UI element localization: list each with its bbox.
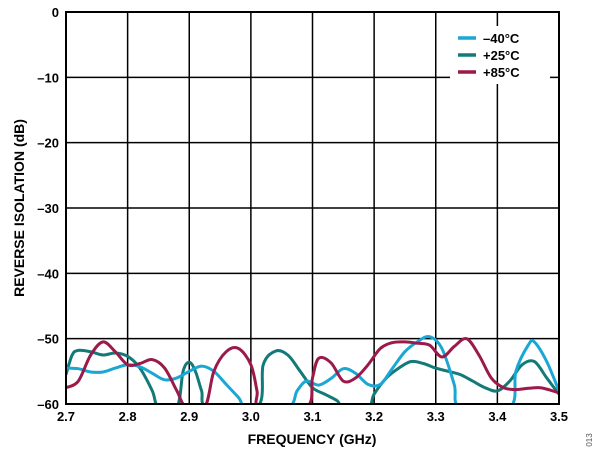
y-tick-label: –20 — [37, 136, 59, 151]
y-axis-title: REVERSE ISOLATION (dB) — [11, 119, 27, 297]
legend: –40°C +25°C +85°C — [450, 26, 550, 84]
x-tick-label: 3.1 — [303, 409, 321, 424]
y-tick-label: –60 — [37, 397, 59, 412]
x-tick-label: 3.3 — [427, 409, 445, 424]
x-tick-label: 2.7 — [57, 409, 75, 424]
series-layer — [66, 335, 559, 404]
legend-label-2: +85°C — [483, 65, 520, 80]
y-tick-labels: 0 –10 –20 –30 –40 –50 –60 — [37, 5, 59, 412]
legend-label-0: –40°C — [483, 31, 520, 46]
y-tick-label: –50 — [37, 332, 59, 347]
x-tick-label: 3.4 — [488, 409, 507, 424]
x-tick-label: 3.5 — [550, 409, 568, 424]
y-tick-label: –40 — [37, 266, 59, 281]
y-tick-label: 0 — [52, 5, 59, 20]
legend-label-1: +25°C — [483, 48, 520, 63]
figure-id: 013 — [585, 433, 594, 447]
series-line-2 — [66, 337, 559, 404]
x-tick-label: 3.0 — [242, 409, 260, 424]
x-tick-label: 2.8 — [119, 409, 137, 424]
y-tick-label: –10 — [37, 70, 59, 85]
y-tick-label: –30 — [37, 201, 59, 216]
x-axis-title: FREQUENCY (GHz) — [248, 431, 377, 447]
plot-frame — [65, 11, 560, 405]
x-tick-label: 2.9 — [180, 409, 198, 424]
x-tick-labels: 2.7 2.8 2.9 3.0 3.1 3.2 3.3 3.4 3.5 — [57, 409, 568, 424]
x-tick-label: 3.2 — [365, 409, 383, 424]
